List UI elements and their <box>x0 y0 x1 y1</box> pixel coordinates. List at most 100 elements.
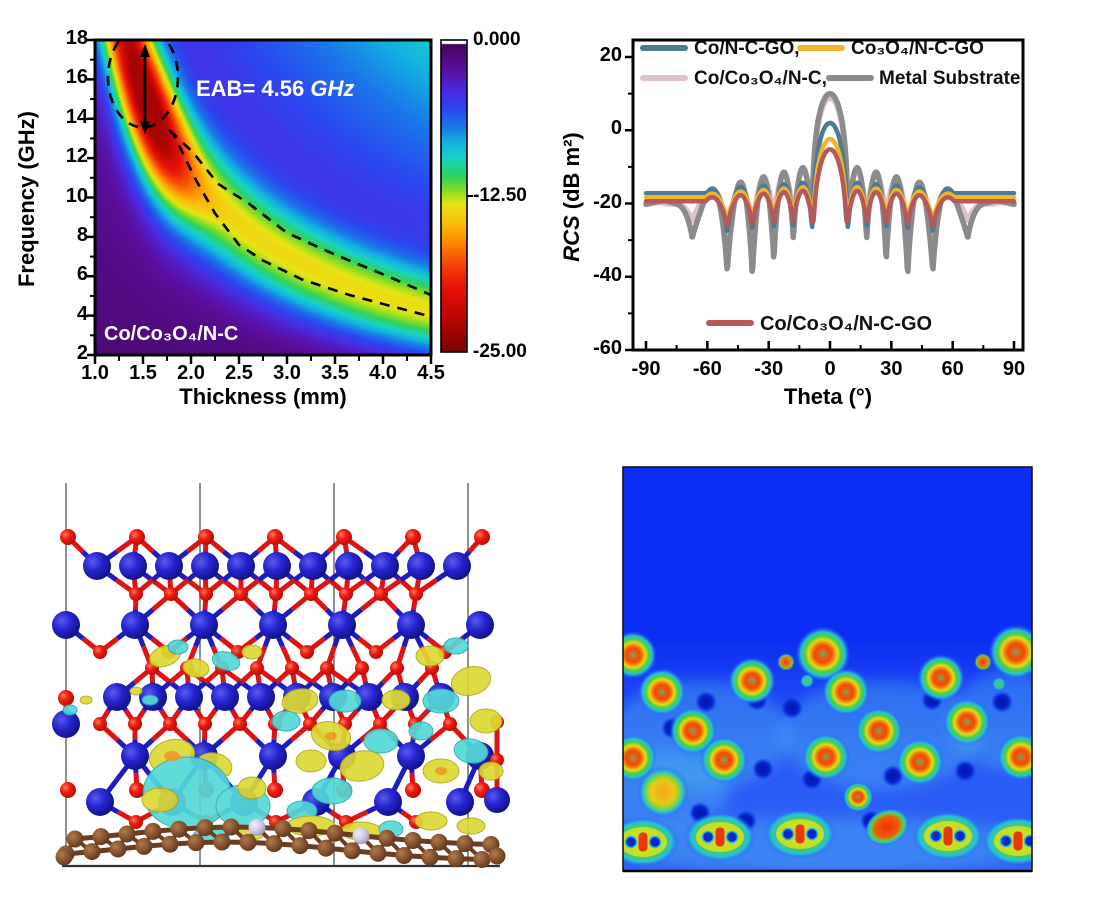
atom-density-ring <box>842 781 874 813</box>
rcs-series-2 <box>643 95 1017 245</box>
carbon-atom <box>118 825 136 843</box>
dft-structure <box>52 483 510 869</box>
cobalt-atom <box>191 552 219 580</box>
cobalt-atom <box>103 683 131 711</box>
atom-density-ring <box>669 707 717 755</box>
cobalt-atom <box>83 552 111 580</box>
oxygen-atom <box>409 587 423 601</box>
carbon-atom <box>317 839 335 857</box>
oxygen-atom <box>233 717 247 731</box>
low-density-spot <box>954 760 976 782</box>
rl-heatmap-canvas <box>95 40 431 355</box>
graphene-layer <box>55 818 506 869</box>
rcs-y-tick-label: -20 <box>593 190 622 213</box>
atom-density-ring <box>623 734 657 782</box>
carbon-atom <box>222 818 240 836</box>
oxygen-atom <box>128 717 142 731</box>
rcs-x-tick-label: -60 <box>692 358 722 380</box>
oxygen-atom <box>250 661 264 675</box>
atom-density-ring <box>896 738 944 786</box>
colorbar-tick-label: -12.50 <box>473 185 527 206</box>
small-density-dot <box>992 677 1006 691</box>
legend-swatch-co3o4-n-c-go <box>797 45 845 51</box>
oxygen-atom <box>60 529 76 545</box>
rl-y-tick-label: 8 <box>76 223 88 246</box>
cobalt-atom <box>397 611 425 639</box>
legend-swatch-co-n-c-go <box>640 45 688 51</box>
cobalt-atom <box>259 611 287 639</box>
atom-density-ring <box>917 654 965 702</box>
rcs-x-tick-label: 90 <box>1002 358 1026 380</box>
oxygen-atom <box>336 529 352 545</box>
carbon-atom <box>170 820 188 838</box>
carbon-atom <box>55 848 73 866</box>
rcs-x-tick-label: 30 <box>880 358 903 380</box>
cobalt-atom <box>443 552 471 580</box>
carbon-atom <box>404 831 422 849</box>
oxygen-atom <box>285 661 299 675</box>
oxygen-atom <box>320 661 334 675</box>
cobalt-atom <box>190 611 218 639</box>
cobalt-atom <box>52 611 80 639</box>
carbon-atom <box>83 843 101 861</box>
atom-density-ring <box>802 733 850 781</box>
oxygen-atom <box>198 717 212 731</box>
oxygen-atom <box>93 645 107 659</box>
rl-x-tick-label: 3.5 <box>321 362 349 384</box>
cobalt-atom <box>259 742 287 770</box>
carbon-atom <box>369 844 387 862</box>
carbon-atom <box>421 848 439 866</box>
rcs-series-0 <box>643 120 1017 233</box>
rl-y-tick-label: 14 <box>65 105 88 128</box>
nitrogen-atom <box>352 827 370 845</box>
colorbar-canvas <box>441 40 467 352</box>
oxygen-atom <box>374 587 388 601</box>
rl-x-tick-label: 2.5 <box>225 362 253 384</box>
oxygen-atom <box>60 782 76 798</box>
low-density-spot <box>752 758 774 780</box>
oxygen-atom <box>163 717 177 731</box>
oxygen-atom <box>199 587 213 601</box>
cobalt-atom <box>335 552 363 580</box>
oxygen-atom <box>267 529 283 545</box>
atom-density-ring <box>638 668 686 716</box>
legend-label-metal-substrate: Metal Substrate <box>879 68 1021 89</box>
atom-density-solid <box>637 766 689 818</box>
cobalt-atom <box>397 742 425 770</box>
carbon-atom <box>291 837 309 855</box>
carbon-atom <box>135 837 153 855</box>
atom-density-ring <box>855 707 903 755</box>
carbon-atom <box>274 820 292 838</box>
carbon-atom <box>92 828 110 846</box>
carbon-atom <box>187 834 205 852</box>
oxygen-atom <box>267 782 283 798</box>
carbon-atom <box>430 833 448 851</box>
nitrogen-atom <box>248 818 266 836</box>
atom-density-ring <box>795 626 851 682</box>
small-density-dot <box>777 653 795 671</box>
legend-swatch-co-co3o4-n-c <box>640 75 688 81</box>
atom-density-ring <box>997 733 1032 781</box>
bond-density-dumbbell <box>764 809 836 859</box>
rl-y-tick-label: 12 <box>65 145 88 168</box>
bond-density-dumbbell <box>912 811 984 861</box>
oxygen-atom <box>198 529 214 545</box>
oxygen-atom <box>405 529 421 545</box>
oxygen-atom <box>405 782 421 798</box>
oxygen-atom <box>129 815 143 829</box>
rl-x-tick-label: 1.5 <box>129 362 157 384</box>
rl-y-tick-label: 18 <box>65 27 88 49</box>
carbon-atom <box>300 822 318 840</box>
atom-density-ring <box>822 668 870 716</box>
oxygen-atom <box>339 587 353 601</box>
cobalt-atom <box>175 683 203 711</box>
cobalt-atom <box>155 552 183 580</box>
rcs-x-tick-label: -90 <box>631 358 661 380</box>
atom-density-ring <box>728 657 776 705</box>
cobalt-atom <box>86 788 114 816</box>
rl-y-tick-label: 6 <box>76 263 88 286</box>
carbon-atom <box>378 829 396 847</box>
atom-density-ring <box>943 698 991 746</box>
eab-annotation: EAB= 4.56 GHz <box>196 76 354 102</box>
